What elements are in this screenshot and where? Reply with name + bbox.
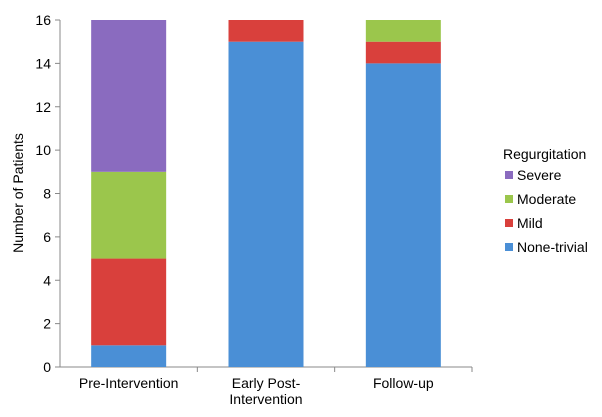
y-tick-label: 8 xyxy=(43,186,51,202)
y-tick-label: 4 xyxy=(43,272,51,288)
y-tick-label: 12 xyxy=(35,99,51,115)
legend-swatch-none-trivial xyxy=(505,243,513,251)
legend-label: None-trivial xyxy=(517,239,588,255)
bar-segment-mild xyxy=(91,258,167,346)
bar-segment-mild xyxy=(228,20,304,42)
legend-swatch-mild xyxy=(505,219,513,227)
y-tick-label: 6 xyxy=(43,229,51,245)
y-tick-label: 0 xyxy=(43,359,51,375)
legend-label: Mild xyxy=(517,215,543,231)
legend-label: Moderate xyxy=(517,191,576,207)
legend-swatch-severe xyxy=(505,171,513,179)
bar-segment-severe xyxy=(91,20,167,172)
bar-segment-mild xyxy=(365,41,441,64)
y-axis-label: Number of Patients xyxy=(10,133,26,253)
plot-area: 0 2 4 6 8 10 12 14 16 Pre-Intervention Early Post-… xyxy=(35,12,473,407)
x-tick-label: Pre-Intervention xyxy=(79,375,179,391)
bar-segment-moderate xyxy=(91,171,167,259)
y-tick-label: 2 xyxy=(43,316,51,332)
x-tick-label: Early Post-Intervention xyxy=(229,375,302,407)
bar-segment-none-trivial xyxy=(365,63,441,367)
y-tick-label: 16 xyxy=(35,12,51,28)
legend-swatch-moderate xyxy=(505,195,513,203)
legend-label: Severe xyxy=(517,167,562,183)
y-tick-label: 10 xyxy=(35,142,51,158)
bar-segment-none-trivial xyxy=(228,41,304,367)
bar-segment-none-trivial xyxy=(91,345,167,367)
bar-segment-moderate xyxy=(365,20,441,42)
legend-title: Regurgitation xyxy=(503,146,586,162)
y-tick-label: 14 xyxy=(35,55,51,71)
x-tick-label: Follow-up xyxy=(373,375,434,391)
legend: Regurgitation Severe Moderate Mild None-tri… xyxy=(503,146,588,255)
